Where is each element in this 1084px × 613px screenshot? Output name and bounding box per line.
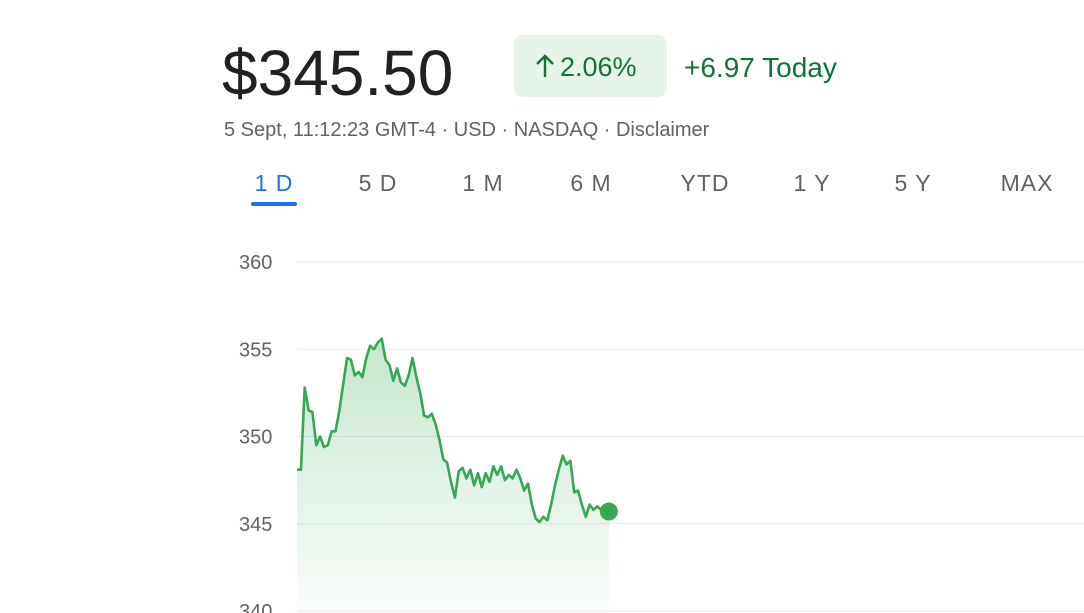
range-tab[interactable]: 1 Y bbox=[793, 170, 830, 196]
range-tab[interactable]: 1 D bbox=[255, 170, 294, 196]
current-point bbox=[599, 502, 618, 521]
range-tabs: 1 D 5 D 1 M 6 M YTD 1 Y 5 Y MAX bbox=[251, 170, 1054, 206]
y-tick-label: 345 bbox=[239, 514, 272, 536]
price-area bbox=[297, 338, 609, 613]
range-tab[interactable]: 6 M bbox=[570, 170, 611, 196]
price: $345.50 bbox=[222, 37, 453, 109]
range-tab[interactable]: MAX bbox=[1001, 170, 1054, 196]
range-tab[interactable]: 5 D bbox=[359, 170, 398, 196]
y-tick-label: 340 bbox=[239, 601, 272, 613]
up-arrow bbox=[536, 54, 554, 77]
price-line bbox=[297, 337, 610, 524]
change-percent: 2.06% bbox=[560, 52, 637, 82]
quote-meta: 5 Sept, 11:12:23 GMT-4 · USD · NASDAQ · … bbox=[224, 119, 710, 141]
range-tab[interactable]: 1 M bbox=[462, 170, 503, 196]
price-chart: 340 345 350 355 360 bbox=[239, 252, 1084, 613]
y-tick-label: 350 bbox=[239, 427, 272, 449]
change-badge bbox=[514, 35, 667, 97]
y-tick-label: 360 bbox=[239, 252, 272, 274]
y-tick-label: 355 bbox=[239, 339, 272, 361]
range-tab[interactable]: 5 Y bbox=[894, 170, 931, 196]
tab-underline bbox=[251, 202, 297, 206]
range-tab[interactable]: YTD bbox=[681, 170, 730, 196]
change-today: +6.97 Today bbox=[684, 52, 837, 83]
